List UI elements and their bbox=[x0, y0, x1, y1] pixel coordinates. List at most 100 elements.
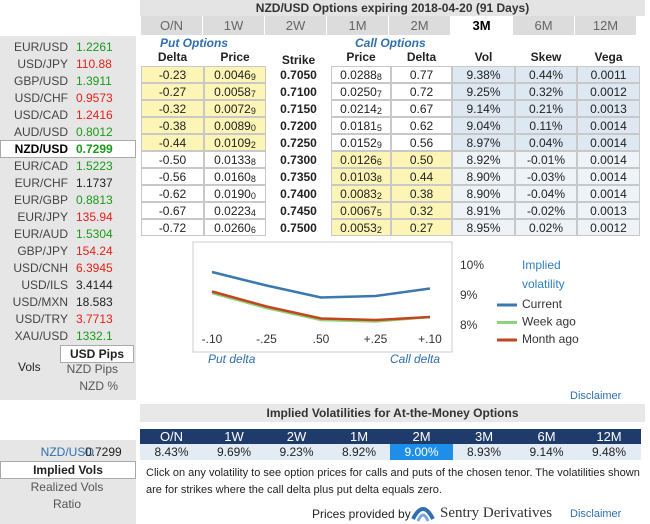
skew-cell[interactable]: 0.44% bbox=[515, 66, 577, 83]
skew-cell[interactable]: -0.01% bbox=[515, 151, 577, 168]
vol-cell[interactable]: 9.38% bbox=[452, 66, 515, 83]
put-delta-cell[interactable]: -0.27 bbox=[141, 83, 204, 100]
unit-nzd-pct[interactable]: NZD % bbox=[79, 379, 118, 393]
price-cell[interactable]: 0.0260 6 bbox=[204, 219, 266, 236]
put-delta-cell[interactable]: -0.23 bbox=[141, 66, 204, 83]
pair-value[interactable]: 110.88 bbox=[76, 57, 112, 71]
vol-cell[interactable]: 8.91% bbox=[452, 202, 515, 219]
skew-cell[interactable]: -0.02% bbox=[515, 202, 577, 219]
pair-name[interactable]: USD/CAD bbox=[13, 108, 68, 122]
price-cell[interactable]: 0.0072 9 bbox=[204, 100, 266, 117]
atm-vol[interactable]: 8.43% bbox=[140, 444, 203, 460]
pair-name[interactable]: EUR/USD bbox=[13, 40, 68, 54]
skew-cell[interactable]: -0.03% bbox=[515, 168, 577, 185]
pair-value[interactable]: 1.5223 bbox=[76, 159, 113, 173]
skew-cell[interactable]: 0.02% bbox=[515, 219, 577, 236]
pair-value[interactable]: 6.3945 bbox=[76, 261, 113, 275]
pair-name[interactable]: EUR/GBP bbox=[13, 193, 68, 207]
pair-name[interactable]: AUD/USD bbox=[13, 125, 68, 139]
pair-value[interactable]: 1.2261 bbox=[76, 40, 113, 54]
vega-cell[interactable]: 0.0013 bbox=[577, 100, 640, 117]
atm-vol[interactable]: 8.93% bbox=[452, 444, 516, 460]
vol-cell[interactable]: 8.90% bbox=[452, 168, 515, 185]
pair-name[interactable]: EUR/CAD bbox=[13, 159, 68, 173]
vol-cell[interactable]: 9.25% bbox=[452, 83, 515, 100]
vega-cell[interactable]: 0.0014 bbox=[577, 134, 640, 151]
vega-cell[interactable]: 0.0013 bbox=[577, 202, 640, 219]
pair-value[interactable]: 0.8813 bbox=[76, 193, 113, 207]
unit-vols[interactable]: Vols bbox=[18, 360, 41, 374]
atm-vol[interactable]: 8.92% bbox=[327, 444, 391, 460]
price-cell[interactable]: 0.0089 0 bbox=[204, 117, 266, 134]
pair-value[interactable]: 0.8012 bbox=[76, 125, 113, 139]
call-delta-cell[interactable]: 0.67 bbox=[391, 100, 452, 117]
vol-cell[interactable]: 8.90% bbox=[452, 185, 515, 202]
call-delta-cell[interactable]: 0.38 bbox=[391, 185, 452, 202]
pair-value[interactable]: 3.4144 bbox=[76, 278, 113, 292]
pair-value[interactable]: 0.7299 bbox=[76, 142, 113, 156]
pair-value[interactable]: 1.3911 bbox=[76, 74, 112, 88]
vega-cell[interactable]: 0.0014 bbox=[577, 117, 640, 134]
skew-cell[interactable]: 0.11% bbox=[515, 117, 577, 134]
price-cell[interactable]: 0.0190 0 bbox=[204, 185, 266, 202]
price-cell[interactable]: 0.0223 4 bbox=[204, 202, 266, 219]
call-delta-cell[interactable]: 0.32 bbox=[391, 202, 452, 219]
pair-name[interactable]: USD/CNH bbox=[13, 261, 68, 275]
mode-implied[interactable]: Implied Vols bbox=[0, 461, 136, 479]
price-cell[interactable]: 0.0288 8 bbox=[331, 66, 391, 83]
mode-realized[interactable]: Realized Vols bbox=[30, 480, 104, 494]
call-delta-cell[interactable]: 0.27 bbox=[391, 219, 452, 236]
price-cell[interactable]: 0.0053 2 bbox=[331, 219, 391, 236]
put-delta-cell[interactable]: -0.67 bbox=[141, 202, 204, 219]
pair-name[interactable]: USD/ILS bbox=[21, 278, 68, 292]
tenor-tab[interactable]: 12M bbox=[575, 16, 636, 35]
put-delta-cell[interactable]: -0.56 bbox=[141, 168, 204, 185]
unit-usd-pips[interactable]: USD Pips bbox=[60, 345, 134, 363]
vol-cell[interactable]: 9.04% bbox=[452, 117, 515, 134]
vol-cell[interactable]: 8.92% bbox=[452, 151, 515, 168]
pair-value[interactable]: 3.7713 bbox=[76, 312, 113, 326]
tenor-tab[interactable]: 3M bbox=[451, 16, 512, 35]
atm-vol[interactable]: 9.00% bbox=[390, 444, 453, 460]
put-delta-cell[interactable]: -0.62 bbox=[141, 185, 204, 202]
skew-cell[interactable]: 0.21% bbox=[515, 100, 577, 117]
price-cell[interactable]: 0.0160 8 bbox=[204, 168, 266, 185]
mode-ratio[interactable]: Ratio bbox=[52, 497, 81, 511]
tenor-tab[interactable]: 2M bbox=[389, 16, 450, 35]
pair-name[interactable]: EUR/JPY bbox=[17, 210, 68, 224]
unit-nzd-pips[interactable]: NZD Pips bbox=[66, 362, 118, 376]
vega-cell[interactable]: 0.0014 bbox=[577, 168, 640, 185]
tenor-tab[interactable]: 6M bbox=[513, 16, 574, 35]
vega-cell[interactable]: 0.0014 bbox=[577, 151, 640, 168]
put-delta-cell[interactable]: -0.44 bbox=[141, 134, 204, 151]
put-delta-cell[interactable]: -0.50 bbox=[141, 151, 204, 168]
footer-disclaimer[interactable]: Disclaimer bbox=[570, 508, 622, 520]
vega-cell[interactable]: 0.0011 bbox=[577, 66, 640, 83]
disclaimer-link[interactable]: Disclaimer bbox=[570, 390, 622, 402]
price-cell[interactable]: 0.0250 7 bbox=[331, 83, 391, 100]
pair-value[interactable]: 0.9573 bbox=[76, 91, 113, 105]
pair-value[interactable]: 1.5304 bbox=[76, 227, 113, 241]
price-cell[interactable]: 0.0133 8 bbox=[204, 151, 266, 168]
pair-name[interactable]: USD/MXN bbox=[12, 295, 68, 309]
pair-value[interactable]: 154.24 bbox=[76, 244, 113, 258]
price-cell[interactable]: 0.0103 8 bbox=[331, 168, 391, 185]
vol-cell[interactable]: 8.95% bbox=[452, 219, 515, 236]
price-cell[interactable]: 0.0109 2 bbox=[204, 134, 266, 151]
call-delta-cell[interactable]: 0.50 bbox=[391, 151, 452, 168]
price-cell[interactable]: 0.0067 5 bbox=[331, 202, 391, 219]
price-cell[interactable]: 0.0181 5 bbox=[331, 117, 391, 134]
tenor-tab[interactable]: 2W bbox=[265, 16, 326, 35]
pair-name[interactable]: NZD/USD bbox=[14, 142, 68, 156]
pair-name[interactable]: USD/JPY bbox=[17, 57, 68, 71]
tenor-tab[interactable]: 1W bbox=[203, 16, 264, 35]
price-cell[interactable]: 0.0152 9 bbox=[331, 134, 391, 151]
pair-name[interactable]: USD/TRY bbox=[15, 312, 68, 326]
atm-vol[interactable]: 9.48% bbox=[577, 444, 641, 460]
price-cell[interactable]: 0.0058 7 bbox=[204, 83, 266, 100]
pair-value[interactable]: 1.2416 bbox=[76, 108, 113, 122]
pair-name[interactable]: EUR/CHF bbox=[14, 176, 68, 190]
pair-value[interactable]: 1.1737 bbox=[76, 176, 113, 190]
call-delta-cell[interactable]: 0.77 bbox=[391, 66, 452, 83]
atm-vol[interactable]: 9.23% bbox=[265, 444, 328, 460]
